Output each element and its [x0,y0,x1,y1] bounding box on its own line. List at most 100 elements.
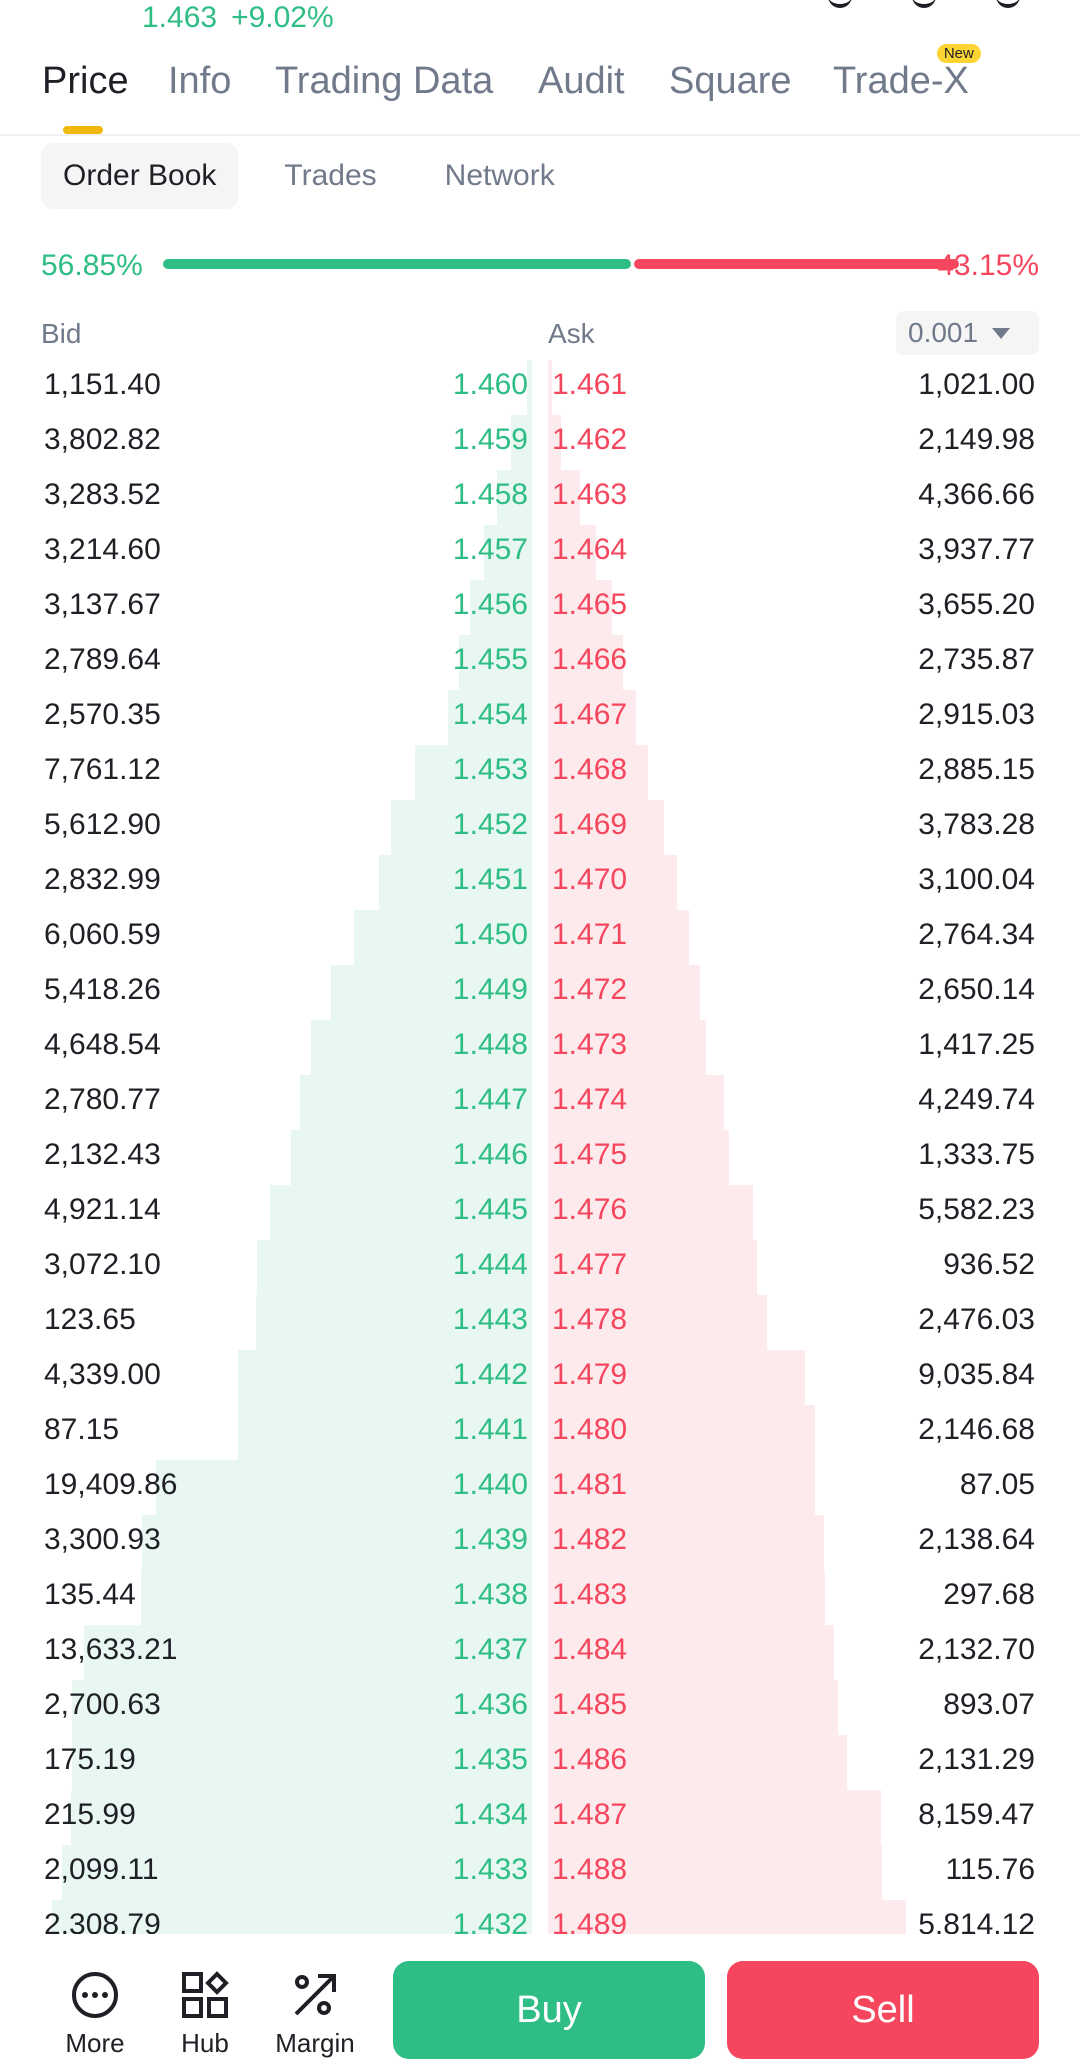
order-book-row[interactable]: 2,780.77 1.447 1.474 4,249.74 [0,1075,1080,1130]
ask-quantity: 4,249.74 [918,1083,1035,1116]
ask-depth-bar [548,910,689,965]
order-book-row[interactable]: 7,761.12 1.453 1.468 2,885.15 [0,745,1080,800]
order-book-row[interactable]: 123.65 1.443 1.478 2,476.03 [0,1295,1080,1350]
order-book-row[interactable]: 4,648.54 1.448 1.473 1,417.25 [0,1020,1080,1075]
order-book-row[interactable]: 1,151.40 1.460 1.461 1,021.00 [0,360,1080,415]
ask-price: 1.462 [552,423,628,456]
more-options-icon[interactable] [996,0,1020,8]
margin-nav-item[interactable]: Margin [260,1970,370,2059]
order-book-row[interactable]: 6,060.59 1.450 1.471 2,764.34 [0,910,1080,965]
ask-price: 1.466 [552,643,628,676]
bid-quantity: 2,789.64 [44,643,161,676]
order-book-row[interactable]: 3,214.60 1.457 1.464 3,937.77 [0,525,1080,580]
order-book-row[interactable]: 3,283.52 1.458 1.463 4,366.66 [0,470,1080,525]
bid-price: 1.457 [452,533,528,566]
subtab-trades[interactable]: Trades [284,159,377,192]
order-book-row[interactable]: 13,633.21 1.437 1.484 2,132.70 [0,1625,1080,1680]
ask-depth-bar [548,1790,881,1845]
bid-quantity: 3,802.82 [44,423,161,456]
ask-quantity: 8,159.47 [918,1798,1035,1831]
tab-trading-data[interactable]: Trading Data [275,60,494,102]
ask-depth-bar [548,855,677,910]
ask-price: 1.461 [552,368,628,401]
hub-nav-item[interactable]: Hub [150,1970,260,2059]
margin-label: Margin [275,2028,355,2058]
more-nav-item[interactable]: More [40,1970,150,2059]
alert-icon[interactable] [828,0,852,8]
ask-depth-bar [548,525,596,580]
precision-dropdown[interactable]: 0.001 [896,311,1039,355]
buy-button[interactable]: Buy [393,1961,705,2059]
bid-price: 1.459 [452,423,528,456]
bid-quantity: 7,761.12 [44,753,161,786]
ask-price: 1.488 [552,1853,628,1886]
margin-percent-icon [294,1974,336,2016]
bid-depth-bar [459,635,532,690]
order-book-row[interactable]: 3,137.67 1.456 1.465 3,655.20 [0,580,1080,635]
bid-quantity: 1,151.40 [44,368,161,401]
subtab-order-book[interactable]: Order Book [41,143,239,209]
order-book-row[interactable]: 2,570.35 1.454 1.467 2,915.03 [0,690,1080,745]
bid-quantity: 3,300.93 [44,1523,161,1556]
bid-depth-bar [257,1240,532,1295]
bid-quantity: 19,409.86 [44,1468,178,1501]
tab-trade-x[interactable]: Trade-X New [833,44,981,103]
ask-depth-bar [548,1460,815,1515]
ask-depth-bar [548,690,636,745]
bid-depth-bar [142,1515,532,1570]
tab-audit[interactable]: Audit [538,60,625,102]
bid-quantity: 2,099.11 [44,1853,159,1886]
subtab-network[interactable]: Network [444,159,555,192]
order-book-row[interactable]: 175.19 1.435 1.486 2,131.29 [0,1735,1080,1790]
ask-quantity: 3,783.28 [918,808,1035,841]
order-book-row[interactable]: 19,409.86 1.440 1.481 87.05 [0,1460,1080,1515]
order-book-row[interactable]: 3,072.10 1.444 1.477 936.52 [0,1240,1080,1295]
ask-ratio-value: 43.15% [937,249,1039,282]
order-book-row[interactable]: 87.15 1.441 1.480 2,146.68 [0,1405,1080,1460]
bid-price: 1.458 [452,478,528,511]
bid-price: 1.453 [452,753,528,786]
order-book-row[interactable]: 5,418.26 1.449 1.472 2,650.14 [0,965,1080,1020]
bid-price: 1.439 [452,1523,528,1556]
bid-price: 1.451 [452,863,528,896]
bid-price: 1.449 [452,973,528,1006]
ask-price: 1.469 [552,808,628,841]
bid-depth-bar [62,1845,532,1900]
order-book-row[interactable]: 215.99 1.434 1.487 8,159.47 [0,1790,1080,1845]
share-icon[interactable] [912,0,936,8]
bid-depth-bar [300,1075,532,1130]
ask-price: 1.489 [552,1908,628,1934]
order-book-row[interactable]: 4,339.00 1.442 1.479 9,035.84 [0,1350,1080,1405]
tab-info[interactable]: Info [168,60,232,102]
order-book-row[interactable]: 2,308.79 1.432 1.489 5,814.12 [0,1900,1080,1934]
order-book-row[interactable]: 2,132.43 1.446 1.475 1,333.75 [0,1130,1080,1185]
order-book-row[interactable]: 5,612.90 1.452 1.469 3,783.28 [0,800,1080,855]
order-book-row[interactable]: 2,099.11 1.433 1.488 115.76 [0,1845,1080,1900]
ask-quantity: 936.52 [943,1248,1035,1281]
order-book-row[interactable]: 4,921.14 1.445 1.476 5,582.23 [0,1185,1080,1240]
bid-depth-bar [354,910,532,965]
ask-quantity: 115.76 [945,1853,1035,1886]
bid-depth-bar [291,1130,532,1185]
precision-value: 0.001 [908,317,979,348]
ask-quantity: 2,885.15 [918,753,1035,786]
tab-price[interactable]: Price [42,60,129,102]
ask-depth-bar [548,1570,825,1625]
bid-price: 1.455 [452,643,528,676]
ask-price: 1.472 [552,973,628,1006]
order-book-row[interactable]: 2,789.64 1.455 1.466 2,735.87 [0,635,1080,690]
bid-depth-bar [448,690,532,745]
bottom-action-bar: More Hub Margin Buy Sell [0,1934,1080,2067]
ask-quantity: 5,582.23 [918,1193,1035,1226]
tab-square[interactable]: Square [669,60,792,102]
order-book-row[interactable]: 135.44 1.438 1.483 297.68 [0,1570,1080,1625]
sell-button[interactable]: Sell [727,1961,1039,2059]
ask-price: 1.487 [552,1798,628,1831]
order-book-row[interactable]: 3,300.93 1.439 1.482 2,138.64 [0,1515,1080,1570]
ask-quantity: 3,100.04 [918,863,1035,896]
ask-depth-bar [548,415,561,470]
order-book-row[interactable]: 2,832.99 1.451 1.470 3,100.04 [0,855,1080,910]
bid-quantity: 4,921.14 [44,1193,161,1226]
order-book-row[interactable]: 3,802.82 1.459 1.462 2,149.98 [0,415,1080,470]
order-book-row[interactable]: 2,700.63 1.436 1.485 893.07 [0,1680,1080,1735]
